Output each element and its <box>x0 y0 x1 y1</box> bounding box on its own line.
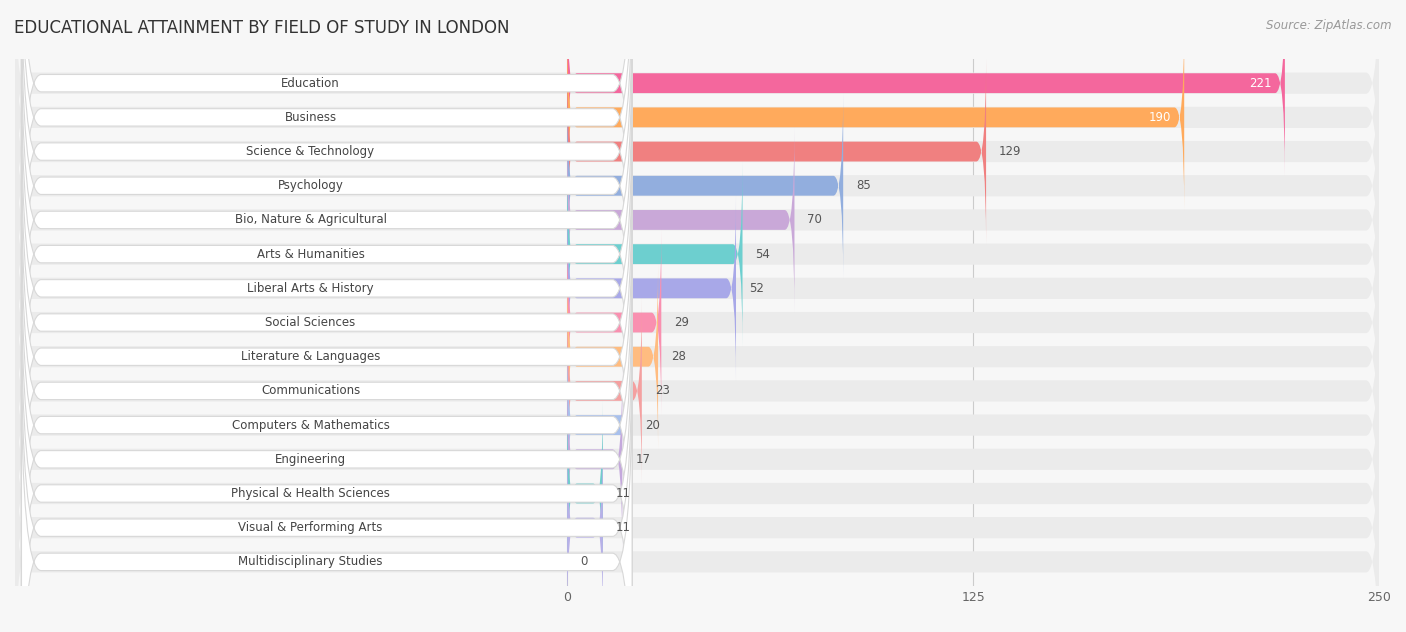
FancyBboxPatch shape <box>567 25 1184 210</box>
Text: 129: 129 <box>1000 145 1022 158</box>
FancyBboxPatch shape <box>15 197 1379 449</box>
FancyBboxPatch shape <box>567 332 633 518</box>
FancyBboxPatch shape <box>15 128 1379 380</box>
FancyBboxPatch shape <box>15 162 1379 415</box>
FancyBboxPatch shape <box>15 0 1379 209</box>
Text: 29: 29 <box>675 316 689 329</box>
Text: 54: 54 <box>755 248 770 260</box>
FancyBboxPatch shape <box>21 58 633 451</box>
Text: 28: 28 <box>671 350 686 363</box>
FancyBboxPatch shape <box>567 264 658 449</box>
Text: EDUCATIONAL ATTAINMENT BY FIELD OF STUDY IN LONDON: EDUCATIONAL ATTAINMENT BY FIELD OF STUDY… <box>14 19 509 37</box>
FancyBboxPatch shape <box>567 230 661 415</box>
FancyBboxPatch shape <box>15 367 1379 619</box>
Text: 11: 11 <box>616 487 631 500</box>
FancyBboxPatch shape <box>15 25 1379 277</box>
Text: Psychology: Psychology <box>277 179 343 192</box>
FancyBboxPatch shape <box>21 0 633 314</box>
FancyBboxPatch shape <box>15 265 1379 517</box>
Text: 85: 85 <box>856 179 870 192</box>
FancyBboxPatch shape <box>21 195 633 587</box>
FancyBboxPatch shape <box>15 401 1379 632</box>
FancyBboxPatch shape <box>21 161 633 553</box>
FancyBboxPatch shape <box>21 92 633 485</box>
Text: 221: 221 <box>1250 76 1272 90</box>
FancyBboxPatch shape <box>567 367 623 552</box>
FancyBboxPatch shape <box>21 365 633 632</box>
FancyBboxPatch shape <box>21 229 633 621</box>
Text: 0: 0 <box>581 556 588 568</box>
FancyBboxPatch shape <box>21 126 633 519</box>
Text: 23: 23 <box>655 384 669 398</box>
FancyBboxPatch shape <box>567 59 986 244</box>
Text: Liberal Arts & History: Liberal Arts & History <box>247 282 374 295</box>
Text: Computers & Mathematics: Computers & Mathematics <box>232 418 389 432</box>
Text: Bio, Nature & Agricultural: Bio, Nature & Agricultural <box>235 214 387 226</box>
Text: Arts & Humanities: Arts & Humanities <box>257 248 364 260</box>
Text: 11: 11 <box>616 521 631 534</box>
FancyBboxPatch shape <box>15 94 1379 346</box>
FancyBboxPatch shape <box>21 297 633 632</box>
FancyBboxPatch shape <box>15 59 1379 312</box>
FancyBboxPatch shape <box>567 298 641 483</box>
Text: 70: 70 <box>807 214 823 226</box>
Text: Business: Business <box>284 111 336 124</box>
Text: Source: ZipAtlas.com: Source: ZipAtlas.com <box>1267 19 1392 32</box>
FancyBboxPatch shape <box>15 435 1379 632</box>
FancyBboxPatch shape <box>15 0 1379 243</box>
FancyBboxPatch shape <box>21 0 633 348</box>
Text: Literature & Languages: Literature & Languages <box>240 350 380 363</box>
FancyBboxPatch shape <box>567 435 603 621</box>
Text: Visual & Performing Arts: Visual & Performing Arts <box>239 521 382 534</box>
FancyBboxPatch shape <box>567 196 735 381</box>
FancyBboxPatch shape <box>567 401 603 586</box>
FancyBboxPatch shape <box>21 23 633 416</box>
FancyBboxPatch shape <box>567 93 844 279</box>
FancyBboxPatch shape <box>15 333 1379 585</box>
Text: Engineering: Engineering <box>276 453 346 466</box>
Text: Communications: Communications <box>262 384 360 398</box>
Text: 20: 20 <box>645 418 659 432</box>
Text: Education: Education <box>281 76 340 90</box>
FancyBboxPatch shape <box>567 161 742 347</box>
FancyBboxPatch shape <box>21 0 633 382</box>
FancyBboxPatch shape <box>21 263 633 632</box>
FancyBboxPatch shape <box>567 127 794 313</box>
FancyBboxPatch shape <box>15 231 1379 483</box>
Text: 190: 190 <box>1149 111 1171 124</box>
Text: 17: 17 <box>636 453 651 466</box>
Text: Social Sciences: Social Sciences <box>266 316 356 329</box>
Text: Physical & Health Sciences: Physical & Health Sciences <box>231 487 389 500</box>
FancyBboxPatch shape <box>21 331 633 632</box>
FancyBboxPatch shape <box>567 0 1285 176</box>
Text: Science & Technology: Science & Technology <box>246 145 374 158</box>
FancyBboxPatch shape <box>15 299 1379 551</box>
Text: 52: 52 <box>749 282 763 295</box>
FancyBboxPatch shape <box>21 0 633 279</box>
Text: Multidisciplinary Studies: Multidisciplinary Studies <box>238 556 382 568</box>
